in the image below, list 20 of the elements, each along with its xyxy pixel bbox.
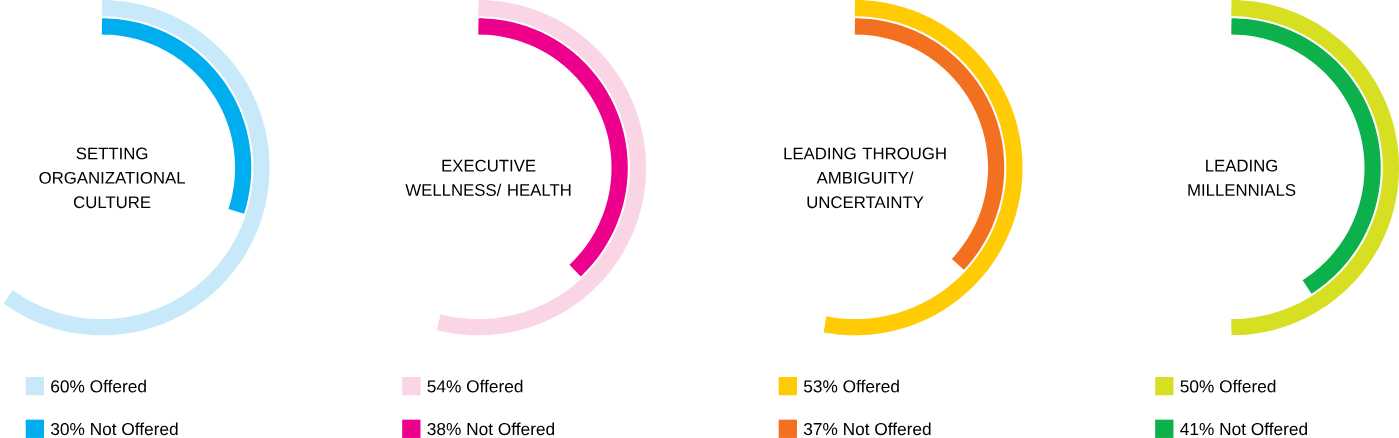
data-label: 30% xyxy=(50,422,85,436)
category-label: Offered xyxy=(843,379,899,393)
data-label: 38% xyxy=(427,422,461,436)
text: EXECUTIVE WELLNESS/ HEALTH xyxy=(405,159,571,196)
category-label: Offered xyxy=(90,379,146,393)
data-label: 37% xyxy=(803,422,838,436)
data-label: 60% xyxy=(51,380,85,393)
text: LEADING THROUGH AMBIGUITY/ UNCERTAINTY xyxy=(784,147,946,209)
data-label: 50% xyxy=(1180,380,1214,393)
category-label: Offered xyxy=(466,379,523,393)
category-label: Not Offered xyxy=(467,422,555,436)
data-label: 53% xyxy=(803,380,838,393)
data-label: 54% xyxy=(427,380,461,393)
data-label: 41% xyxy=(1180,423,1214,436)
category-label: Not Offered xyxy=(1220,422,1307,436)
category-label: Not Offered xyxy=(844,422,931,436)
category-label: Offered xyxy=(1219,379,1276,393)
text: SETTING ORGANIZATIONAL CULTURE xyxy=(39,147,185,209)
category-label: Not Offered xyxy=(91,422,178,436)
text: LEADING MILLENNIALS xyxy=(1188,159,1296,196)
